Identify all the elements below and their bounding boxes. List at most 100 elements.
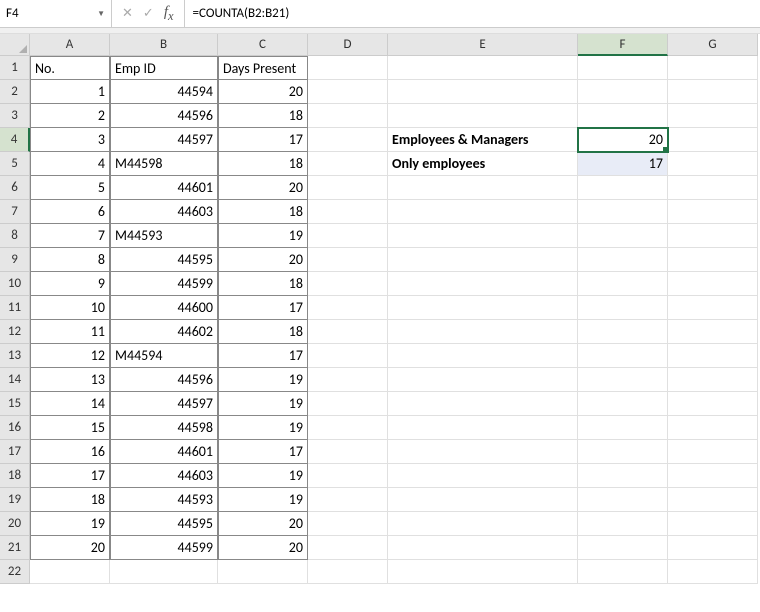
cell-D17[interactable] (308, 440, 388, 464)
cell-A2[interactable]: 1 (30, 80, 110, 104)
cell-F6[interactable] (578, 176, 668, 200)
cell-G19[interactable] (668, 488, 758, 512)
cell-B11[interactable]: 44600 (110, 296, 218, 320)
cell-G22[interactable] (668, 560, 758, 584)
cell-B20[interactable]: 44595 (110, 512, 218, 536)
cell-D4[interactable] (308, 128, 388, 152)
cell-A14[interactable]: 13 (30, 368, 110, 392)
cell-D20[interactable] (308, 512, 388, 536)
col-header-B[interactable]: B (110, 34, 218, 56)
cell-F5[interactable]: 17 (578, 152, 668, 176)
cell-B14[interactable]: 44596 (110, 368, 218, 392)
row-header-21[interactable]: 21 (0, 536, 30, 560)
row-header-4[interactable]: 4 (0, 128, 30, 152)
cell-E13[interactable] (388, 344, 578, 368)
cell-B2[interactable]: 44594 (110, 80, 218, 104)
cell-E11[interactable] (388, 296, 578, 320)
cell-E7[interactable] (388, 200, 578, 224)
cell-F21[interactable] (578, 536, 668, 560)
cell-A3[interactable]: 2 (30, 104, 110, 128)
cell-B1[interactable]: Emp ID (110, 56, 218, 80)
cell-D15[interactable] (308, 392, 388, 416)
cell-B8[interactable]: M44593 (110, 224, 218, 248)
row-header-18[interactable]: 18 (0, 464, 30, 488)
cell-E2[interactable] (388, 80, 578, 104)
row-header-17[interactable]: 17 (0, 440, 30, 464)
cell-B3[interactable]: 44596 (110, 104, 218, 128)
cell-F19[interactable] (578, 488, 668, 512)
cell-A13[interactable]: 12 (30, 344, 110, 368)
cell-C22[interactable] (218, 560, 308, 584)
cell-E19[interactable] (388, 488, 578, 512)
cell-G15[interactable] (668, 392, 758, 416)
col-header-D[interactable]: D (308, 34, 388, 56)
row-header-16[interactable]: 16 (0, 416, 30, 440)
cell-D1[interactable] (308, 56, 388, 80)
cell-C13[interactable]: 17 (218, 344, 308, 368)
cell-F7[interactable] (578, 200, 668, 224)
cell-G16[interactable] (668, 416, 758, 440)
row-header-6[interactable]: 6 (0, 176, 30, 200)
cell-D21[interactable] (308, 536, 388, 560)
cell-E21[interactable] (388, 536, 578, 560)
row-header-11[interactable]: 11 (0, 296, 30, 320)
cell-B17[interactable]: 44601 (110, 440, 218, 464)
cell-F13[interactable] (578, 344, 668, 368)
cell-E3[interactable] (388, 104, 578, 128)
cell-A6[interactable]: 5 (30, 176, 110, 200)
cell-D19[interactable] (308, 488, 388, 512)
cell-F4[interactable]: 20 (578, 128, 668, 152)
cell-C14[interactable]: 19 (218, 368, 308, 392)
cell-C21[interactable]: 20 (218, 536, 308, 560)
cell-A8[interactable]: 7 (30, 224, 110, 248)
cell-B10[interactable]: 44599 (110, 272, 218, 296)
cell-C19[interactable]: 19 (218, 488, 308, 512)
cell-G18[interactable] (668, 464, 758, 488)
row-header-13[interactable]: 13 (0, 344, 30, 368)
cell-F8[interactable] (578, 224, 668, 248)
name-box[interactable]: F4 ▼ (0, 0, 112, 27)
cancel-icon[interactable]: ✕ (122, 6, 133, 21)
row-header-12[interactable]: 12 (0, 320, 30, 344)
cell-G14[interactable] (668, 368, 758, 392)
cell-C7[interactable]: 18 (218, 200, 308, 224)
cell-E1[interactable] (388, 56, 578, 80)
cell-C6[interactable]: 20 (218, 176, 308, 200)
cell-B6[interactable]: 44601 (110, 176, 218, 200)
cell-C18[interactable]: 19 (218, 464, 308, 488)
col-header-A[interactable]: A (30, 34, 110, 56)
row-header-2[interactable]: 2 (0, 80, 30, 104)
cell-D7[interactable] (308, 200, 388, 224)
cell-F10[interactable] (578, 272, 668, 296)
cell-B5[interactable]: M44598 (110, 152, 218, 176)
fx-icon[interactable]: fx (164, 4, 174, 24)
cell-C12[interactable]: 18 (218, 320, 308, 344)
cell-F16[interactable] (578, 416, 668, 440)
cell-G20[interactable] (668, 512, 758, 536)
cell-D16[interactable] (308, 416, 388, 440)
col-header-F[interactable]: F (578, 34, 668, 56)
row-header-8[interactable]: 8 (0, 224, 30, 248)
cell-G3[interactable] (668, 104, 758, 128)
formula-input[interactable]: =COUNTA(B2:B21) (185, 0, 760, 27)
cell-D22[interactable] (308, 560, 388, 584)
cell-E15[interactable] (388, 392, 578, 416)
cell-C1[interactable]: Days Present (218, 56, 308, 80)
cell-A5[interactable]: 4 (30, 152, 110, 176)
name-box-dropdown-icon[interactable]: ▼ (97, 9, 105, 19)
select-all-corner[interactable] (0, 34, 30, 56)
row-header-20[interactable]: 20 (0, 512, 30, 536)
accept-icon[interactable]: ✓ (143, 6, 154, 21)
cell-C10[interactable]: 18 (218, 272, 308, 296)
cell-D3[interactable] (308, 104, 388, 128)
cell-E16[interactable] (388, 416, 578, 440)
cell-C15[interactable]: 19 (218, 392, 308, 416)
cell-C2[interactable]: 20 (218, 80, 308, 104)
cell-B22[interactable] (110, 560, 218, 584)
cell-B7[interactable]: 44603 (110, 200, 218, 224)
row-header-9[interactable]: 9 (0, 248, 30, 272)
cell-B18[interactable]: 44603 (110, 464, 218, 488)
cell-C9[interactable]: 20 (218, 248, 308, 272)
cell-F17[interactable] (578, 440, 668, 464)
cell-G8[interactable] (668, 224, 758, 248)
